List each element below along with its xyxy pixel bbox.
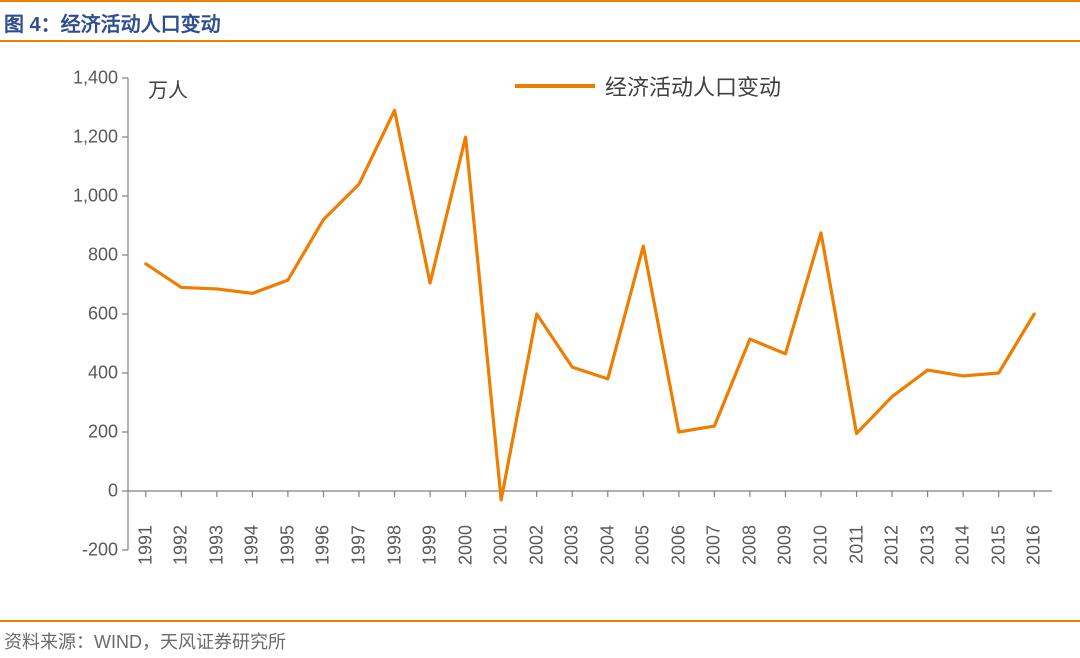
y-tick-label: 1,000 [73,186,118,207]
y-tick-label: -200 [82,540,118,561]
x-tick-label: 1991 [135,525,156,565]
x-tick-label: 1994 [242,525,263,565]
x-tick-label: 2016 [1024,525,1045,565]
legend: 经济活动人口变动 [515,70,781,102]
x-tick-label: 1999 [420,525,441,565]
x-tick-label: 2013 [917,525,938,565]
y-tick-label: 200 [88,422,118,443]
x-tick-label: 1996 [313,525,334,565]
x-tick-label: 1997 [349,525,370,565]
y-tick-label: 1,200 [73,127,118,148]
x-tick-label: 2006 [668,525,689,565]
x-tick-label: 2004 [597,525,618,565]
figure-container: 图 4：经济活动人口变动 万人 经济活动人口变动 -200 0 200 400 600 8… [0,0,1080,658]
legend-label: 经济活动人口变动 [605,70,781,102]
x-tick-label: 1993 [206,525,227,565]
plot-area: 万人 经济活动人口变动 -200 0 200 400 600 800 1,000 1,200 1… [70,60,1060,608]
x-tick-label: 2000 [455,525,476,565]
y-tick-label: 0 [108,481,118,502]
x-tick-label: 2005 [633,525,654,565]
x-tick-label: 2012 [882,525,903,565]
x-tick-label: 2007 [704,525,725,565]
y-tick-label: 400 [88,363,118,384]
source-text: 资料来源：WIND，天风证券研究所 [4,628,286,654]
figure-title: 图 4：经济活动人口变动 [4,8,221,37]
header-top-rule [0,0,1080,2]
footer-rule [0,620,1080,622]
x-tick-label: 2008 [739,525,760,565]
x-tick-label: 2003 [562,525,583,565]
x-tick-label: 2002 [526,525,547,565]
y-tick-label: 800 [88,245,118,266]
legend-swatch [515,84,595,88]
x-tick-label: 2011 [846,525,867,564]
x-tick-label: 2015 [988,525,1009,565]
y-tick-label: 600 [88,304,118,325]
x-tick-label: 2009 [775,525,796,565]
x-tick-label: 1998 [384,525,405,565]
x-tick-label: 1992 [171,525,192,565]
x-tick-label: 2001 [491,525,512,565]
x-tick-label: 2010 [811,525,832,565]
x-tick-label: 2014 [953,525,974,565]
y-tick-label: 1,400 [73,68,118,89]
header-bottom-rule [0,40,1080,42]
x-tick-label: 1995 [277,525,298,565]
y-unit-label: 万人 [148,74,188,103]
